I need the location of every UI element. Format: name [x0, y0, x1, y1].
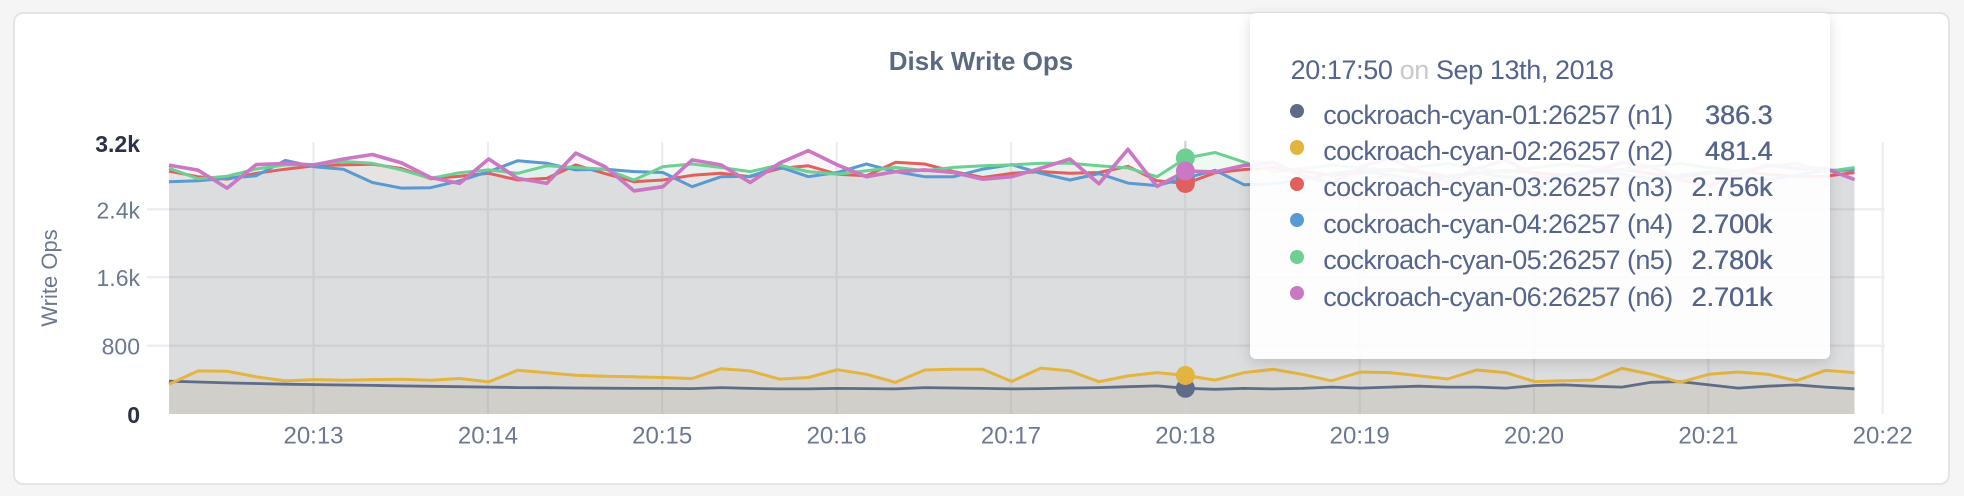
- svg-text:Disk Write Ops: Disk Write Ops: [889, 46, 1073, 76]
- svg-text:2.4k: 2.4k: [97, 197, 141, 223]
- svg-text:20:18: 20:18: [1155, 423, 1215, 450]
- svg-text:20:22: 20:22: [1853, 423, 1913, 450]
- svg-text:0: 0: [127, 402, 140, 428]
- svg-text:20:14: 20:14: [458, 423, 518, 450]
- svg-text:800: 800: [102, 334, 140, 360]
- svg-text:1.6k: 1.6k: [97, 265, 141, 291]
- svg-text:20:20: 20:20: [1504, 423, 1564, 450]
- svg-text:20:16: 20:16: [807, 423, 867, 450]
- svg-text:20:21: 20:21: [1678, 423, 1738, 450]
- svg-text:20:17: 20:17: [981, 423, 1041, 450]
- svg-text:20:19: 20:19: [1330, 423, 1390, 450]
- svg-text:20:13: 20:13: [283, 423, 343, 450]
- svg-text:3.2k: 3.2k: [95, 131, 140, 157]
- svg-text:Write Ops: Write Ops: [37, 229, 62, 326]
- svg-text:20:15: 20:15: [632, 423, 692, 450]
